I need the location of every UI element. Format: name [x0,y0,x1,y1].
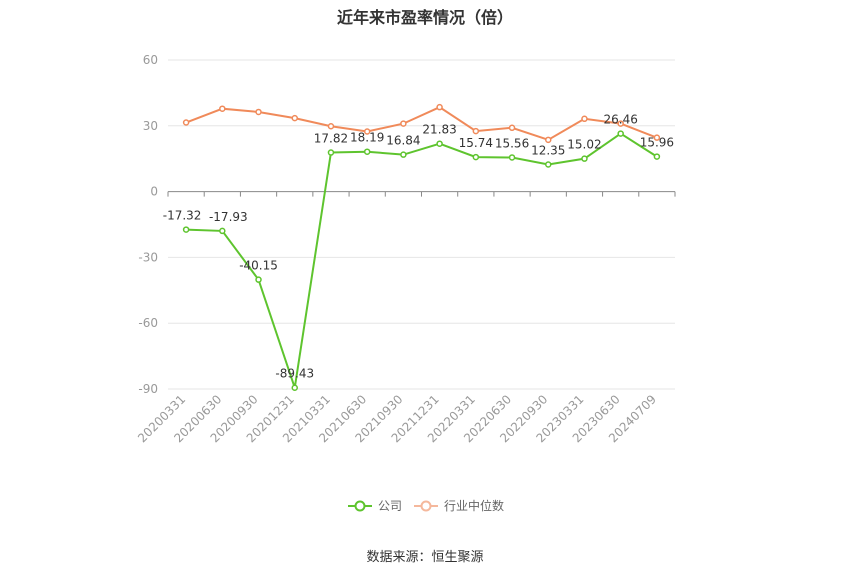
y-tick-label: 0 [150,185,158,199]
data-point [617,130,624,137]
series-line-company [186,132,658,389]
data-point [545,161,552,168]
data-point [472,127,480,135]
data-point [436,103,443,111]
data-label: 15.74 [459,136,493,150]
data-label: 12.35 [531,144,565,158]
series-line-industry [185,106,658,141]
data-point [581,115,588,123]
data-label: -17.93 [209,210,248,224]
legend-label-industry: 行业中位数 [444,498,504,513]
data-label: 26.46 [603,113,637,127]
data-label: -40.15 [239,259,278,273]
data-label: 15.02 [567,138,601,152]
data-label: -89.43 [275,367,314,381]
chart-title: 近年来市盈率情况（倍） [336,8,513,27]
y-tick-label: 60 [143,53,158,67]
data-label: 15.56 [495,136,529,150]
data-point [581,155,588,162]
legend-marker-company [354,500,366,512]
legend-marker-industry [420,500,432,512]
data-point [255,108,262,116]
data-point [653,153,661,160]
y-tick-label: 30 [143,119,158,133]
data-source: 数据来源：恒生聚源 [366,550,484,565]
data-point [255,276,262,283]
data-point [472,153,480,161]
data-point [182,226,190,233]
data-point [617,120,624,127]
data-point [545,136,552,144]
y-tick-label: -60 [138,316,158,330]
data-point [182,119,190,126]
data-point [400,120,407,127]
y-tick-label: -90 [138,382,158,396]
data-label: 18.19 [350,131,384,145]
data-point [219,105,226,112]
data-point [327,122,335,130]
data-point [327,149,335,156]
data-label: -17.32 [163,209,202,223]
data-label: 21.83 [422,123,456,137]
data-label: 17.82 [314,132,348,146]
data-point [653,134,661,141]
data-label: 16.84 [386,134,420,148]
data-point [400,151,407,158]
data-point [291,384,298,391]
data-point [219,227,226,235]
data-point [291,114,298,122]
data-point [436,140,443,147]
legend-label-company: 公司 [378,499,402,513]
data-point [363,148,371,155]
data-label: 15.96 [640,136,674,150]
y-tick-label: -30 [138,250,158,264]
data-point [508,154,516,161]
data-point [508,124,516,132]
data-point [363,128,371,135]
